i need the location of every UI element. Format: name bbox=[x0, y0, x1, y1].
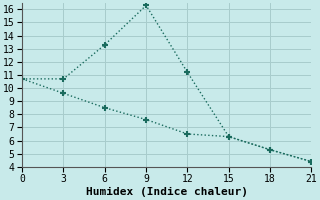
X-axis label: Humidex (Indice chaleur): Humidex (Indice chaleur) bbox=[86, 187, 248, 197]
